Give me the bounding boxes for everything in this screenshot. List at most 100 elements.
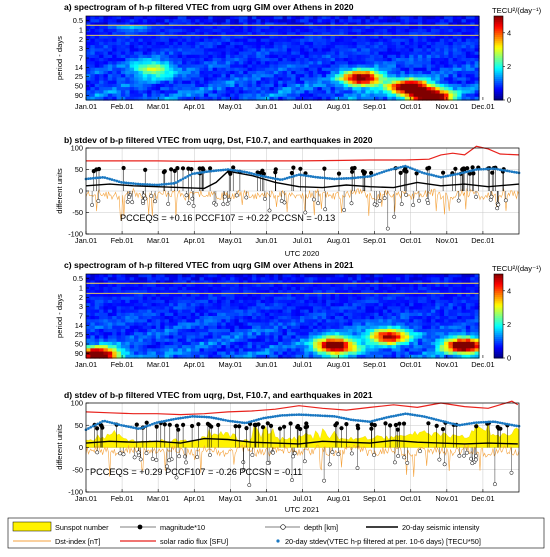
depth-marker (496, 207, 499, 210)
vtec-stdev-point (338, 177, 341, 180)
vtec-stdev-point (454, 173, 457, 176)
vtec-stdev-point (513, 171, 516, 174)
vtec-stdev-point (331, 177, 334, 180)
vtec-stdev-point (511, 170, 514, 173)
vtec-stdev-point (432, 174, 435, 177)
vtec-stdev-point (198, 171, 201, 174)
vtec-stdev-point (347, 177, 350, 180)
vtec-stdev-point (411, 167, 414, 170)
vtec-stdev-point (113, 179, 116, 182)
vtec-stdev-point (414, 168, 417, 171)
magnitude-marker (94, 167, 98, 171)
magnitude-marker (290, 171, 294, 175)
vtec-stdev-point (461, 172, 464, 175)
x-tick-label: Mar.01 (147, 236, 170, 245)
vtec-stdev-point (333, 178, 336, 181)
vtec-stdev-point (141, 183, 144, 186)
depth-marker (226, 202, 229, 205)
vtec-stdev-point (236, 170, 239, 173)
depth-marker (142, 194, 145, 197)
depth-marker (393, 215, 396, 218)
panel-a-spectrogram: a) spectrogram of h-p filtered VTEC from… (55, 2, 542, 111)
vtec-stdev-point (388, 169, 391, 172)
vtec-stdev-point (99, 176, 102, 179)
magnitude-marker (298, 167, 302, 171)
vtec-stdev-point (442, 175, 445, 178)
vtec-stdev-point (295, 174, 298, 177)
vtec-stdev-point (293, 175, 296, 178)
magnitude-marker (143, 168, 147, 172)
vtec-stdev-point (430, 174, 433, 177)
vtec-stdev-point (196, 172, 199, 175)
vtec-stdev-point (281, 178, 284, 181)
magnitude-marker (260, 169, 264, 173)
magnitude-marker (350, 170, 354, 174)
depth-marker (97, 199, 100, 202)
vtec-stdev-point (361, 176, 364, 179)
depth-marker (245, 196, 248, 199)
depth-marker (312, 198, 315, 201)
vtec-stdev-point (286, 177, 289, 180)
depth-marker (185, 194, 188, 197)
vtec-stdev-point (404, 165, 407, 168)
vtec-stdev-point (326, 177, 329, 180)
vtec-stdev-point (328, 177, 331, 180)
vtec-stdev-point (115, 180, 118, 183)
vtec-stdev-point (482, 168, 485, 171)
depth-marker (373, 203, 376, 206)
vtec-stdev-point (170, 182, 173, 185)
depth-marker (474, 195, 477, 198)
x-tick-label: Jul.01 (293, 102, 313, 111)
vtec-stdev-point (134, 182, 137, 185)
vtec-stdev-point (340, 177, 343, 180)
x-tick-label: Aug.01 (327, 236, 350, 245)
vtec-stdev-point (463, 171, 466, 174)
y-tick-label: 0 (79, 187, 83, 196)
depth-marker (144, 197, 147, 200)
vtec-stdev-point (305, 174, 308, 177)
vtec-stdev-point (447, 175, 450, 178)
vtec-stdev-point (321, 176, 324, 179)
vtec-stdev-point (118, 180, 121, 183)
vtec-stdev-point (487, 168, 490, 171)
depth-marker (263, 197, 266, 200)
vtec-stdev-point (354, 176, 357, 179)
x-tick-label: Aug.01 (327, 102, 350, 111)
vtec-stdev-point (153, 184, 156, 187)
vtec-stdev-point (189, 174, 192, 177)
vtec-stdev-point (473, 169, 476, 172)
vtec-stdev-point (220, 169, 223, 172)
vtec-stdev-point (492, 167, 495, 170)
vtec-stdev-point (212, 170, 215, 173)
depth-marker (316, 202, 319, 205)
x-tick-label: Nov.01 (435, 102, 458, 111)
magnitude-marker (399, 171, 403, 175)
vtec-stdev-point (255, 173, 258, 176)
vtec-stdev-point (425, 172, 428, 175)
vtec-stdev-point (496, 168, 499, 171)
depth-marker (426, 198, 429, 201)
vtec-stdev-point (392, 168, 395, 171)
x-tick-label: Jul.01 (293, 236, 313, 245)
y-tick-label: -50 (72, 208, 83, 217)
depth-marker (128, 195, 131, 198)
vtec-stdev-point (87, 177, 90, 180)
vtec-stdev-point (130, 182, 133, 185)
vtec-stdev-point (317, 176, 320, 179)
panel-c-heatmap (86, 274, 480, 359)
vtec-stdev-point (458, 172, 461, 175)
vtec-stdev-point (390, 168, 393, 171)
vtec-stdev-point (274, 177, 277, 180)
vtec-stdev-point (208, 170, 211, 173)
vtec-stdev-point (383, 170, 386, 173)
magnitude-marker (460, 167, 464, 171)
depth-marker (404, 193, 407, 196)
vtec-stdev-point (373, 173, 376, 176)
vtec-stdev-point (350, 177, 353, 180)
x-tick-label: Mar.01 (147, 102, 170, 111)
vtec-stdev-point (215, 169, 218, 172)
vtec-stdev-point (428, 173, 431, 176)
vtec-stdev-point (302, 174, 305, 177)
depth-marker (386, 227, 389, 230)
x-tick-label: Feb.01 (111, 236, 134, 245)
